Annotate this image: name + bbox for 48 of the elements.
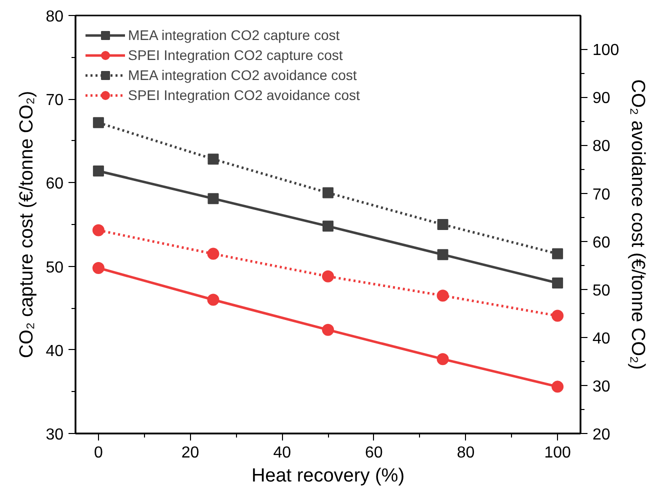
legend-label: SPEI Integration CO2 avoidance cost xyxy=(128,87,360,103)
y2-tick-label: 30 xyxy=(592,378,610,396)
point xyxy=(92,117,104,128)
point xyxy=(208,193,219,204)
x-tick-label: 80 xyxy=(456,444,475,462)
x-tick-label: 40 xyxy=(273,444,292,462)
point xyxy=(437,249,448,260)
point xyxy=(92,165,104,176)
point xyxy=(436,290,449,302)
point xyxy=(437,219,448,230)
y-tick-label: 50 xyxy=(46,259,64,276)
y2-axis-title: CO₂ avoidance cost (€/tonne CO₂) xyxy=(627,79,648,370)
x-tick-label: 60 xyxy=(365,444,383,462)
y-tick-label: 60 xyxy=(46,176,64,193)
x-axis-title: Heat recovery (%) xyxy=(251,466,405,486)
legend-label: SPEI Integration CO2 capture cost xyxy=(128,47,343,63)
y2-tick-label: 80 xyxy=(592,138,610,156)
legend-label: MEA integration CO2 capture cost xyxy=(128,27,340,43)
y-axis-title: CO₂ capture cost (€/tonne CO₂) xyxy=(16,90,38,358)
point xyxy=(436,353,449,366)
legend-label: MEA integration CO2 avoidance cost xyxy=(128,67,357,83)
point xyxy=(207,248,220,260)
y-tick-label: 30 xyxy=(46,426,64,444)
y-tick-label: 70 xyxy=(46,92,64,110)
y2-tick-label: 60 xyxy=(592,234,610,252)
point xyxy=(92,262,104,274)
point xyxy=(322,187,334,198)
point xyxy=(322,270,334,282)
y2-tick-label: 100 xyxy=(592,42,620,60)
x-tick-label: 100 xyxy=(544,444,571,462)
y2-tick-label: 20 xyxy=(592,426,610,444)
x-tick-label: 0 xyxy=(94,444,104,462)
y-tick-label: 40 xyxy=(46,342,64,360)
y2-tick-label: 70 xyxy=(592,186,610,204)
y-tick-label: 80 xyxy=(46,8,64,26)
point xyxy=(552,248,564,260)
x-tick-label: 20 xyxy=(181,444,200,462)
point xyxy=(552,380,564,393)
point xyxy=(92,224,104,236)
y2-tick-label: 50 xyxy=(592,282,610,300)
y2-tick-label: 90 xyxy=(592,90,610,108)
point xyxy=(322,324,334,336)
y2-tick-label: 40 xyxy=(592,330,610,348)
point xyxy=(552,310,564,322)
point xyxy=(322,220,334,232)
point xyxy=(552,278,564,289)
point xyxy=(207,294,220,306)
point xyxy=(208,154,219,165)
